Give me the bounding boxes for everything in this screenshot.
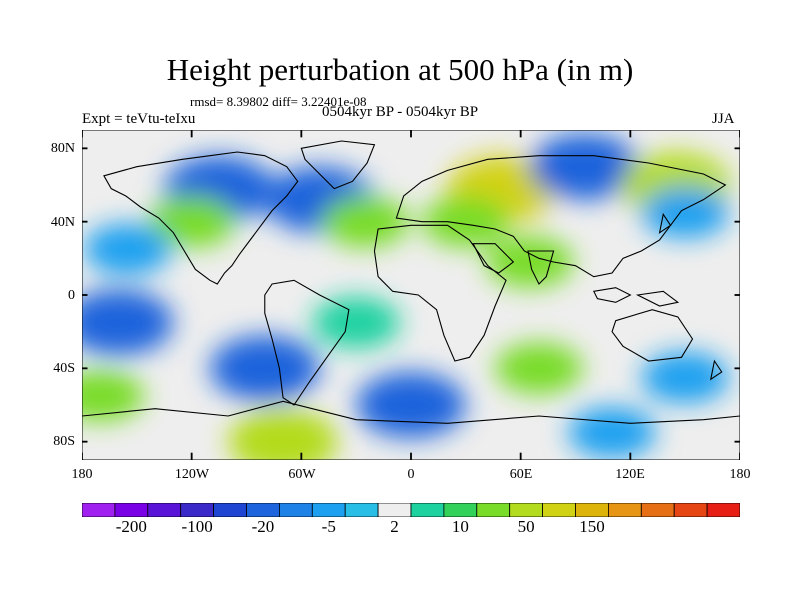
anomaly-blob [356, 372, 466, 438]
plot-title: Height perturbation at 500 hPa (in m) [166, 52, 634, 87]
colorbar-swatch [706, 503, 740, 517]
map-plot [82, 130, 740, 460]
colorbar-label: 150 [579, 517, 605, 536]
colorbar-swatch [640, 503, 675, 517]
lon-label-60e: 60E [509, 467, 533, 482]
anomaly-blob [641, 186, 730, 239]
lon-label-60w: 60W [288, 467, 316, 482]
colorbar-swatch [180, 503, 214, 517]
coastlines [82, 140, 740, 424]
anomaly-blob [83, 223, 172, 275]
period-label: 0504kyr BP - 0504kyr BP [322, 104, 479, 120]
colorbar-label: 2 [390, 517, 399, 536]
lat-label-40s: 40S [53, 361, 75, 376]
lat-label-80s: 80S [53, 434, 75, 449]
colorbar-label: -100 [181, 517, 213, 536]
anomaly-blob [568, 406, 656, 459]
colorbar-swatch [476, 503, 511, 517]
lon-label-180w: 180 [71, 467, 93, 482]
anomaly-field [82, 133, 731, 460]
colorbar-label: -5 [321, 517, 336, 536]
colorbar-swatch [114, 503, 149, 517]
colorbar-label: 50 [517, 517, 535, 536]
colorbar-swatch [608, 503, 642, 517]
lat-label-40n: 40N [50, 215, 75, 230]
colorbar-swatch [410, 503, 445, 517]
colorbar-swatch [147, 503, 182, 517]
colorbar-swatch [246, 503, 280, 517]
anomaly-blob [209, 335, 320, 402]
season-label: JJA [712, 111, 735, 127]
lon-label-120e: 120E [615, 467, 645, 482]
anomaly-blob [421, 196, 510, 248]
colorbar-label: -20 [251, 517, 275, 536]
lon-label-120w: 120W [174, 467, 210, 482]
anomaly-blob [529, 133, 640, 200]
colorbar-swatch [673, 503, 708, 517]
colorbar [82, 503, 740, 517]
colorbar-swatch [542, 503, 576, 517]
colorbar-swatch [443, 503, 478, 517]
colorbar-swatch [377, 503, 412, 517]
stats-line: rmsd= 8.39802 diff= 3.22401e-08 [190, 94, 367, 109]
colorbar-label: -200 [115, 517, 147, 536]
lat-label-eq: 0 [68, 288, 75, 303]
colorbar-label: 10 [451, 517, 469, 536]
anomaly-blob [228, 408, 338, 460]
anomaly-blob [82, 289, 174, 356]
anomaly-blob [312, 296, 401, 349]
anomaly-blob [641, 351, 730, 404]
anomaly-blob [495, 342, 583, 394]
colorbar-swatch [82, 503, 116, 517]
colorbar-swatch [575, 503, 609, 517]
colorbar-swatch [278, 503, 313, 517]
colorbar-swatch [213, 503, 247, 517]
lon-label-180e: 180 [729, 467, 751, 482]
anomaly-blob [147, 196, 236, 248]
lon-label-0: 0 [407, 467, 415, 482]
experiment-label: Expt = teVtu-teIxu [82, 111, 196, 127]
colorbar-swatch [311, 503, 346, 517]
lat-label-80n: 80N [50, 141, 75, 156]
anomaly-blob [321, 196, 410, 248]
colorbar-swatch [344, 503, 379, 517]
colorbar-swatch [509, 503, 544, 517]
anomaly-blob [82, 370, 145, 422]
